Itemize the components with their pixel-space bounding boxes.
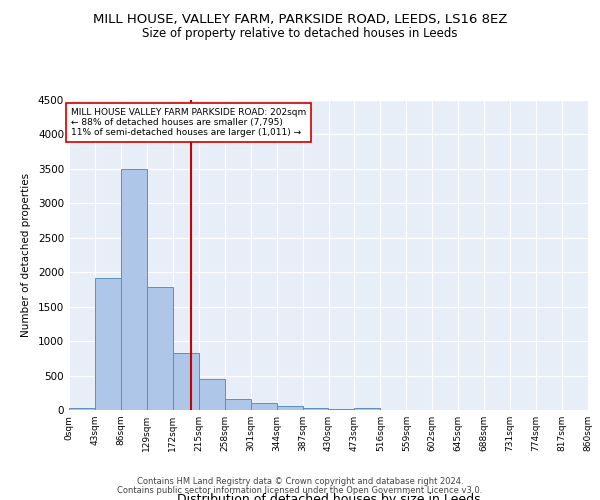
Text: Size of property relative to detached houses in Leeds: Size of property relative to detached ho… xyxy=(142,28,458,40)
Bar xyxy=(95,278,121,410)
Bar xyxy=(251,403,277,410)
Y-axis label: Number of detached properties: Number of detached properties xyxy=(21,173,31,337)
Bar xyxy=(121,169,147,410)
Text: MILL HOUSE, VALLEY FARM, PARKSIDE ROAD, LEEDS, LS16 8EZ: MILL HOUSE, VALLEY FARM, PARKSIDE ROAD, … xyxy=(93,12,507,26)
Text: MILL HOUSE VALLEY FARM PARKSIDE ROAD: 202sqm
← 88% of detached houses are smalle: MILL HOUSE VALLEY FARM PARKSIDE ROAD: 20… xyxy=(71,108,306,138)
Bar xyxy=(199,379,224,410)
Bar xyxy=(173,353,199,410)
Text: Contains public sector information licensed under the Open Government Licence v3: Contains public sector information licen… xyxy=(118,486,482,495)
Bar xyxy=(224,399,251,410)
Bar xyxy=(302,408,329,410)
X-axis label: Distribution of detached houses by size in Leeds: Distribution of detached houses by size … xyxy=(176,493,481,500)
Bar xyxy=(277,406,302,410)
Text: Contains HM Land Registry data © Crown copyright and database right 2024.: Contains HM Land Registry data © Crown c… xyxy=(137,477,463,486)
Bar xyxy=(147,288,173,410)
Bar xyxy=(69,408,95,410)
Bar xyxy=(355,408,380,410)
